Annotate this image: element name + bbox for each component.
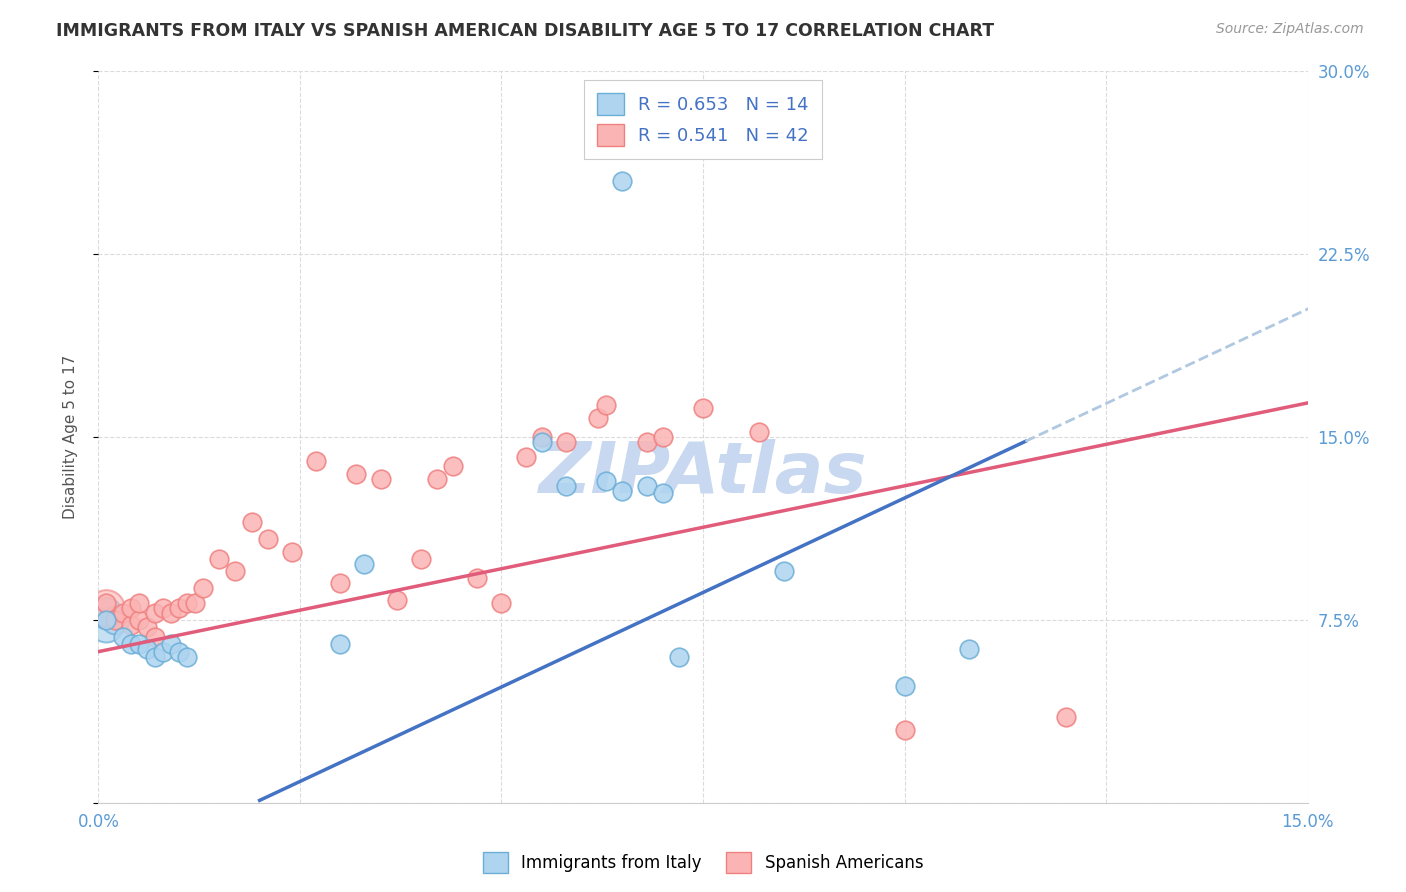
Point (409, 552, 432, 566)
Point (128, 596, 150, 610)
Point (240, 516, 263, 530)
Point (120, 637, 142, 651)
Legend: R = 0.653   N = 14, R = 0.541   N = 42: R = 0.653 N = 14, R = 0.541 N = 42 (585, 80, 821, 159)
Point (329, 637, 352, 651)
Point (329, 576, 352, 591)
Point (612, 483, 634, 498)
Point (281, 544, 304, 558)
Point (128, 637, 150, 651)
Point (176, 649, 198, 664)
Point (96, 613, 118, 627)
Point (651, 486, 673, 500)
Point (426, 471, 449, 485)
Point (636, 434, 658, 449)
Text: Source: ZipAtlas.com: Source: ZipAtlas.com (1216, 22, 1364, 37)
Point (128, 613, 150, 627)
Point (160, 606, 183, 620)
Point (692, 401, 714, 415)
Point (344, 467, 367, 481)
Point (143, 606, 166, 620)
Point (135, 642, 157, 657)
Point (176, 596, 198, 610)
Point (636, 479, 658, 493)
Point (595, 474, 617, 488)
Point (586, 410, 609, 425)
Point (612, 174, 634, 188)
Point (120, 617, 142, 632)
Point (184, 596, 207, 610)
Point (651, 430, 673, 444)
Point (893, 723, 915, 737)
Legend: Immigrants from Italy, Spanish Americans: Immigrants from Italy, Spanish Americans (477, 846, 929, 880)
Point (530, 434, 553, 449)
Point (111, 606, 134, 620)
Point (491, 596, 513, 610)
Point (135, 620, 157, 634)
Point (957, 642, 980, 657)
Point (167, 600, 190, 615)
Point (441, 459, 464, 474)
Point (595, 398, 617, 412)
Point (152, 645, 174, 659)
Point (555, 479, 578, 493)
Point (385, 593, 408, 607)
Point (256, 533, 278, 547)
Y-axis label: Disability Age 5 to 17: Disability Age 5 to 17 (63, 355, 77, 519)
Point (1054, 710, 1077, 724)
Point (111, 630, 134, 644)
Point (167, 645, 190, 659)
Point (103, 613, 125, 627)
Point (143, 649, 166, 664)
Point (160, 637, 183, 651)
Point (530, 430, 553, 444)
Point (224, 564, 246, 578)
Point (208, 552, 231, 566)
Point (103, 613, 125, 627)
Point (120, 600, 142, 615)
Point (515, 450, 537, 464)
Point (893, 679, 915, 693)
Point (96, 617, 118, 632)
Point (555, 434, 578, 449)
Text: IMMIGRANTS FROM ITALY VS SPANISH AMERICAN DISABILITY AGE 5 TO 17 CORRELATION CHA: IMMIGRANTS FROM ITALY VS SPANISH AMERICA… (56, 22, 994, 40)
Point (96, 600, 118, 615)
Point (748, 425, 770, 440)
Point (96, 606, 118, 620)
Point (152, 600, 174, 615)
Point (465, 572, 488, 586)
Point (305, 454, 328, 468)
Text: ZIPAtlas: ZIPAtlas (538, 439, 868, 508)
Point (353, 557, 375, 571)
Point (143, 630, 166, 644)
Point (193, 581, 215, 595)
Point (370, 471, 392, 485)
Point (668, 649, 690, 664)
Point (96, 596, 118, 610)
Point (772, 564, 794, 578)
